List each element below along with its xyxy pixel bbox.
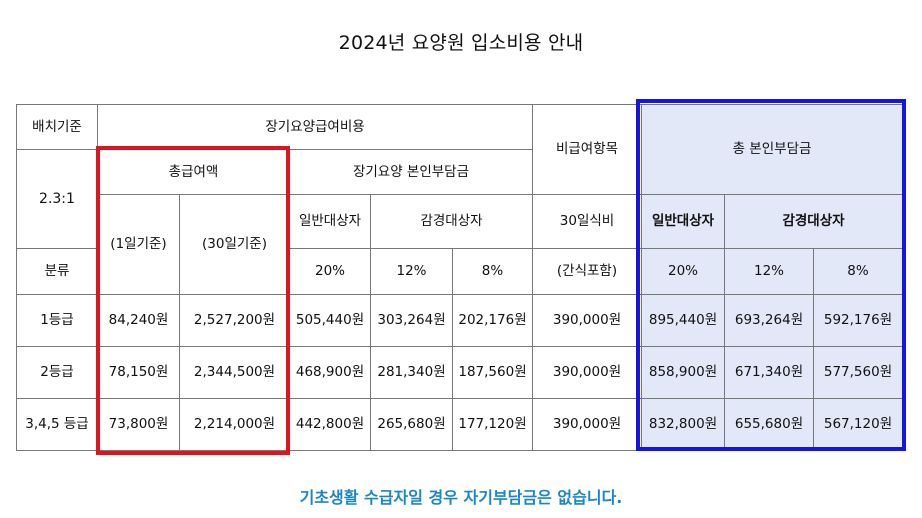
table-row: 2등급 78,150원 2,344,500원 468,900원 281,340원… — [16, 346, 903, 399]
rate-12-total: 12% — [724, 248, 814, 295]
grade-cell: 3,4,5 등급 — [16, 398, 98, 451]
total-20-cell: 858,900원 — [641, 346, 725, 399]
meal-cell: 390,000원 — [532, 398, 642, 451]
total-12-cell: 671,340원 — [724, 346, 814, 399]
daily-cell: 78,150원 — [97, 346, 180, 399]
header-ltc-self-pay: 장기요양 본인부담금 — [289, 149, 533, 195]
page-title: 2024년 요양원 입소비용 안내 — [338, 32, 584, 54]
total-8-cell: 567,120원 — [813, 398, 903, 451]
staff-ratio: 2.3:1 — [16, 149, 98, 249]
self-12-cell: 265,680원 — [370, 398, 453, 451]
monthly-cell: 2,214,000원 — [179, 398, 290, 451]
grade-cell: 1등급 — [16, 294, 98, 347]
header-reduced-total: 감경대상자 — [724, 194, 903, 249]
self-12-cell: 303,264원 — [370, 294, 453, 347]
total-8-cell: 577,560원 — [813, 346, 903, 399]
daily-cell: 73,800원 — [97, 398, 180, 451]
header-snack-included: (간식포함) — [532, 248, 642, 295]
total-8-cell: 592,176원 — [813, 294, 903, 347]
total-20-cell: 832,800원 — [641, 398, 725, 451]
monthly-cell: 2,344,500원 — [179, 346, 290, 399]
rate-12: 12% — [370, 248, 453, 295]
header-nonbenefit: 비급여항목 — [532, 104, 642, 195]
total-12-cell: 693,264원 — [724, 294, 814, 347]
rate-8: 8% — [452, 248, 533, 295]
total-20-cell: 895,440원 — [641, 294, 725, 347]
header-30-days: (30일기준) — [179, 194, 290, 295]
total-12-cell: 655,680원 — [724, 398, 814, 451]
header-placement: 배치기준 — [16, 104, 98, 150]
rate-8-total: 8% — [813, 248, 903, 295]
self-12-cell: 281,340원 — [370, 346, 453, 399]
rate-20-total: 20% — [641, 248, 725, 295]
table-row: 3,4,5 등급 73,800원 2,214,000원 442,800원 265… — [16, 398, 903, 451]
self-20-cell: 442,800원 — [289, 398, 371, 451]
self-20-cell: 505,440원 — [289, 294, 371, 347]
footer-note: 기초생활 수급자일 경우 자기부담금은 없습니다. — [299, 488, 623, 507]
daily-cell: 84,240원 — [97, 294, 180, 347]
header-general-total: 일반대상자 — [641, 194, 725, 249]
self-20-cell: 468,900원 — [289, 346, 371, 399]
header-per-day: (1일기준) — [97, 194, 180, 295]
rate-20: 20% — [289, 248, 371, 295]
meal-cell: 390,000원 — [532, 294, 642, 347]
header-general: 일반대상자 — [289, 194, 371, 249]
meal-cell: 390,000원 — [532, 346, 642, 399]
grade-cell: 2등급 — [16, 346, 98, 399]
self-8-cell: 177,120원 — [452, 398, 533, 451]
header-total-benefit: 총급여액 — [97, 149, 290, 195]
self-8-cell: 187,560원 — [452, 346, 533, 399]
header-ltc-total: 장기요양급여비용 — [97, 104, 533, 150]
fee-table: 배치기준 장기요양급여비용 비급여항목 총 본인부담금 2.3:1 총급여액 장… — [16, 104, 903, 451]
header-reduced: 감경대상자 — [370, 194, 533, 249]
self-8-cell: 202,176원 — [452, 294, 533, 347]
header-meal-30: 30일식비 — [532, 194, 642, 249]
table-row: 1등급 84,240원 2,527,200원 505,440원 303,264원… — [16, 294, 903, 347]
header-total-self-pay: 총 본인부담금 — [641, 104, 903, 195]
monthly-cell: 2,527,200원 — [179, 294, 290, 347]
header-class: 분류 — [16, 248, 98, 295]
